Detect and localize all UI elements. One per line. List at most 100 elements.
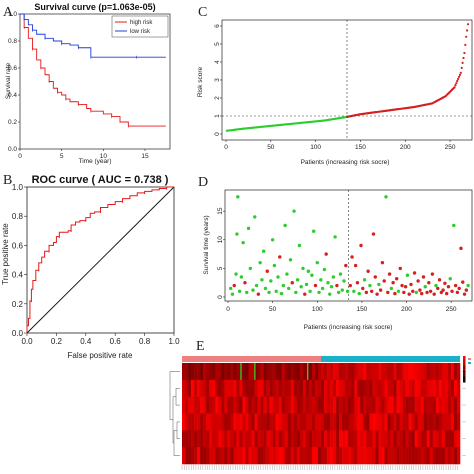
roc-x-tick-label: 0.6 [110, 337, 122, 346]
alive-point [254, 283, 259, 288]
heatmap-cell [372, 447, 376, 465]
legend-high-risk: high risk [130, 20, 153, 26]
heatmap-cell [378, 396, 382, 414]
heatmap-cell [444, 447, 449, 465]
dead-point [344, 263, 348, 268]
heatmap-cell [321, 447, 325, 465]
dead-point [441, 288, 445, 292]
heatmap-cell [363, 413, 367, 431]
heatmap-cell [290, 363, 295, 381]
heatmap-cell [411, 430, 415, 448]
heatmap-cell [254, 447, 258, 465]
heatmap-cell [438, 413, 443, 431]
heatmap-cell [209, 379, 213, 397]
heatmap-cell [188, 379, 192, 397]
heatmap-cell [438, 430, 443, 448]
dead-point [373, 275, 377, 279]
roc-y-tick-label: 0.2 [12, 300, 24, 309]
heatmap-cell [245, 430, 249, 448]
alive-point [331, 275, 336, 279]
alive-point [352, 289, 356, 293]
heatmap-cell [203, 413, 207, 431]
heatmap-cell [333, 413, 337, 431]
heatmap-cell [375, 379, 379, 397]
heatmap-cell [378, 430, 382, 448]
heatmap-cell [321, 430, 325, 448]
heatmap-cell [390, 430, 394, 448]
heatmap-cell [239, 379, 243, 397]
heatmap-row-labels [462, 371, 466, 456]
dead-point [407, 292, 411, 296]
heatmap-cell [296, 413, 301, 431]
heatmap-cell [360, 413, 364, 431]
heatmap-cell [330, 430, 334, 448]
heatmap-cell [453, 379, 458, 397]
heatmap-cell [287, 396, 292, 414]
heatmap-cell [402, 379, 406, 397]
roc-reference-line [26, 186, 175, 334]
risk-y-tick-label: 2 [214, 96, 221, 100]
heatmap-cell [224, 379, 228, 397]
heatmap-cell [272, 379, 276, 397]
heatmap-cell [230, 430, 234, 448]
alive-point [251, 288, 255, 292]
heatmap-cell [287, 447, 292, 465]
heatmap-cell [209, 430, 213, 448]
heatmap-cell [348, 379, 352, 397]
heatmap-cell [188, 363, 192, 381]
heatmap-cell [360, 430, 364, 448]
roc-x-tick-label: 1.0 [168, 337, 180, 346]
alive-point [272, 263, 277, 268]
heatmap-cell [426, 447, 431, 465]
heatmap-cell [321, 379, 325, 397]
dead-point [421, 275, 426, 279]
heatmap-cell [405, 396, 409, 414]
heatmap-cell [200, 363, 204, 381]
legend-low-risk: low risk [130, 29, 151, 35]
heatmap-cell [224, 430, 228, 448]
heatmap-cell [408, 447, 412, 465]
heatmap-cell [221, 396, 225, 414]
heatmap-cell [327, 447, 331, 465]
heatmap-cell [314, 363, 319, 381]
heatmap-cell [182, 430, 186, 448]
heatmap-cell [339, 430, 343, 448]
survival-time-x-tick-label: 100 [312, 306, 323, 313]
heatmap-cell [348, 363, 352, 381]
risk-point [463, 51, 466, 55]
heatmap-cell [314, 413, 319, 431]
heatmap-cell [233, 447, 237, 465]
survival-lines [20, 13, 166, 128]
heatmap-cell [333, 379, 337, 397]
dead-point [400, 283, 404, 288]
heatmap-cell [200, 413, 204, 431]
heatmap-cell [384, 396, 388, 414]
survival-y-tick-label: 0.6 [8, 65, 17, 72]
survival-y-ticks: 0.0 0.2 0.4 0.6 0.8 1.0 [8, 11, 20, 153]
heatmap-cell [456, 447, 461, 465]
heatmap-cell [360, 447, 364, 465]
heatmap-cell [399, 396, 403, 414]
roc-x-tick-label: 0.0 [21, 337, 33, 346]
survival-y-tick-label: 0.0 [8, 146, 17, 153]
alive-point [276, 275, 280, 279]
heatmap-cell [227, 413, 231, 431]
heatmap-cell [372, 430, 376, 448]
heatmap-cell [369, 379, 373, 397]
heatmap-cell [363, 379, 367, 397]
heatmap-cell [426, 396, 431, 414]
heatmap-cell [275, 447, 279, 465]
heatmap-cell [345, 379, 349, 397]
heatmap-cell [236, 363, 240, 381]
heatmap-cell [317, 430, 322, 448]
heatmap-cell [456, 396, 461, 414]
heatmap-cell [257, 447, 261, 465]
dead-point [393, 291, 397, 296]
heatmap-cell [221, 447, 225, 465]
heatmap-cell [435, 413, 440, 431]
heatmap-cell [447, 413, 452, 431]
legend-scale-step [463, 362, 466, 365]
heatmap-cell [287, 363, 292, 381]
alive-point [235, 232, 239, 236]
heatmap-cell [305, 396, 310, 414]
